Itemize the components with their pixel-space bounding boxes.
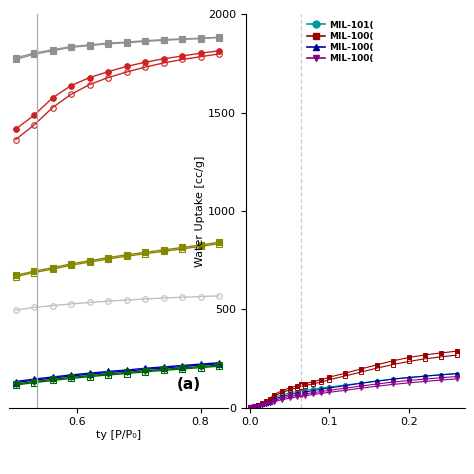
Y-axis label: Water Uptake [cc/g]: Water Uptake [cc/g]: [195, 155, 205, 266]
Text: (a): (a): [177, 376, 201, 392]
Legend: MIL-101(, MIL-100(, MIL-100(, MIL-100(: MIL-101(, MIL-100(, MIL-100(, MIL-100(: [305, 19, 376, 65]
X-axis label: ty [P/P₀]: ty [P/P₀]: [96, 430, 141, 440]
